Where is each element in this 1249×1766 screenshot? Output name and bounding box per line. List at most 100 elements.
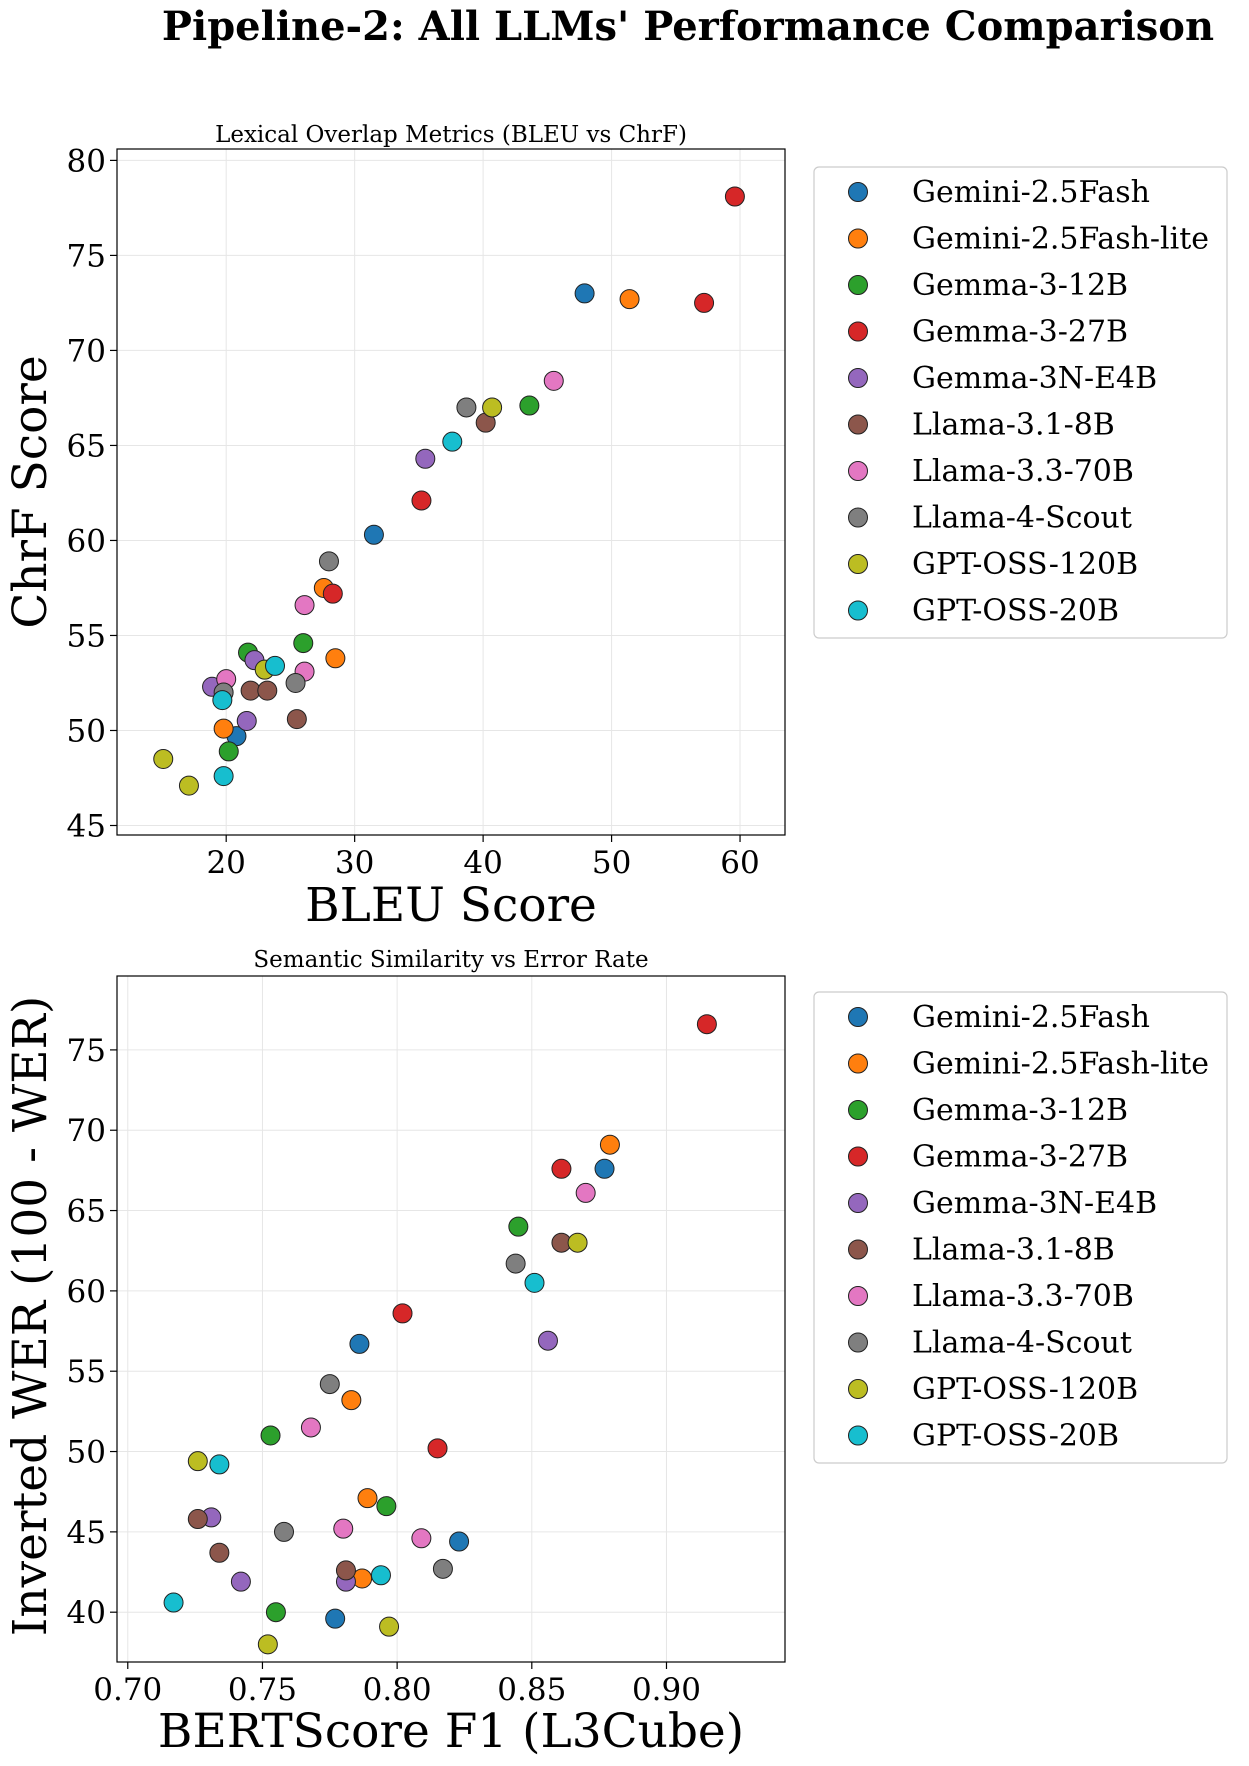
chart-title: Semantic Similarity vs Error Rate (253, 947, 648, 973)
data-point (240, 680, 261, 701)
data-point (357, 1488, 378, 1509)
data-point (213, 766, 234, 787)
data-point (694, 292, 715, 313)
y-tick-label: 80 (67, 143, 106, 179)
data-point (537, 1330, 558, 1351)
legend-marker (848, 600, 868, 621)
legend-marker (848, 321, 868, 342)
legend-marker (848, 1100, 868, 1120)
data-point (322, 583, 343, 604)
legend-label: Gemma-3-12B (912, 268, 1128, 303)
x-tick-label: 0.75 (228, 1672, 297, 1708)
data-point (449, 1531, 470, 1552)
data-point (333, 1518, 354, 1539)
legend-marker (848, 1425, 868, 1446)
y-tick-label: 45 (67, 808, 106, 844)
legend-label: Gemma-3N-E4B (912, 1186, 1157, 1221)
y-tick-label: 65 (67, 1194, 106, 1230)
ticks: 20 30 40 50 60 45 50 55 60 65 70 75 80 (67, 143, 760, 881)
legend-marker (848, 228, 868, 249)
data-point (594, 1158, 615, 1179)
legend-label: GPT-OSS-20B (912, 1419, 1119, 1454)
data-point (218, 741, 239, 762)
legend-label: Gemini-2.5Fash-lite (912, 222, 1209, 257)
legend-marker (848, 1193, 868, 1213)
legend: Gemini-2.5Fash Gemini-2.5Fash-lite Gemma-3… (813, 166, 1228, 639)
data-point (209, 1454, 230, 1475)
y-tick-label: 70 (67, 1113, 106, 1149)
data-point (574, 283, 595, 304)
data-point (325, 1608, 346, 1629)
data-point (619, 289, 640, 310)
legend-label: GPT-OSS-120B (912, 547, 1138, 582)
data-point (257, 1634, 278, 1655)
x-tick-label: 30 (335, 845, 374, 881)
data-point (376, 1496, 397, 1517)
data-point (178, 775, 199, 796)
legend-label: GPT-OSS-120B (912, 1372, 1138, 1407)
lexical-overlap-chart: Lexical Overlap Metrics (BLEU vs ChrF) 2… (3, 122, 1228, 933)
data-point (325, 648, 346, 669)
legend-label: GPT-OSS-20B (912, 594, 1119, 629)
x-tick-label: 60 (720, 845, 759, 881)
legend-marker (848, 182, 868, 202)
legend-marker (848, 554, 868, 574)
plot-frame (116, 975, 786, 1663)
x-axis-label: BLEU Score (305, 878, 597, 933)
legend-marker (848, 1007, 868, 1027)
semantic-similarity-chart: Semantic Similarity vs Error Rate 0.70 0.… (3, 947, 1228, 1759)
legend: Gemini-2.5Fash Gemini-2.5Fash-lite Gemma-3… (813, 991, 1228, 1464)
legend-marker (848, 414, 868, 435)
data-point (230, 1571, 251, 1592)
legend-marker (848, 1286, 868, 1306)
data-point (285, 672, 306, 693)
x-axis-label: BERTScore F1 (L3Cube) (158, 1704, 744, 1759)
legend-marker (848, 1239, 868, 1260)
legend-label: Llama-3.3-70B (912, 1279, 1134, 1314)
y-tick-label: 65 (67, 428, 106, 464)
data-point (286, 709, 307, 730)
legend-label: Gemma-3N-E4B (912, 361, 1157, 396)
y-tick-label: 55 (67, 1354, 106, 1390)
data-point (724, 186, 745, 207)
y-tick-label: 75 (67, 238, 106, 274)
data-point (318, 551, 339, 572)
legend-marker (848, 1332, 868, 1353)
x-tick-label: 0.90 (632, 1672, 701, 1708)
data-point (213, 718, 234, 739)
y-tick-label: 60 (67, 1274, 106, 1310)
data-point (265, 1602, 286, 1623)
y-tick-label: 40 (67, 1595, 106, 1631)
data-point (300, 1417, 321, 1438)
points (153, 186, 745, 796)
data-point (265, 655, 286, 676)
data-point (543, 370, 564, 391)
data-point (294, 595, 315, 616)
y-tick-label: 45 (67, 1515, 106, 1551)
y-tick-label: 75 (67, 1033, 106, 1069)
legend-marker (848, 507, 868, 528)
legend-label: Gemma-3-12B (912, 1093, 1128, 1128)
legend-label: Gemini-2.5Fash-lite (912, 1047, 1209, 1082)
legend-label: Llama-3.1-8B (912, 408, 1115, 443)
data-point (257, 680, 278, 701)
figure-title: Pipeline-2: All LLMs' Performance Compar… (162, 3, 1214, 50)
data-point (187, 1509, 208, 1530)
x-tick-label: 20 (206, 845, 245, 881)
y-tick-label: 50 (67, 1435, 106, 1471)
data-point (427, 1438, 448, 1459)
points (163, 1014, 717, 1655)
data-point (524, 1272, 545, 1293)
data-point (153, 748, 174, 769)
data-point (696, 1014, 717, 1035)
y-tick-label: 55 (67, 618, 106, 654)
legend-marker (848, 1053, 868, 1074)
y-axis-label: Inverted WER (100 - WER) (3, 996, 58, 1637)
legend-label: Gemma-3-27B (912, 315, 1128, 350)
legend-marker (848, 1379, 868, 1399)
data-point (341, 1390, 362, 1411)
legend-marker (848, 275, 868, 295)
data-point (209, 1542, 230, 1563)
data-point (456, 397, 477, 418)
data-point (274, 1521, 294, 1542)
